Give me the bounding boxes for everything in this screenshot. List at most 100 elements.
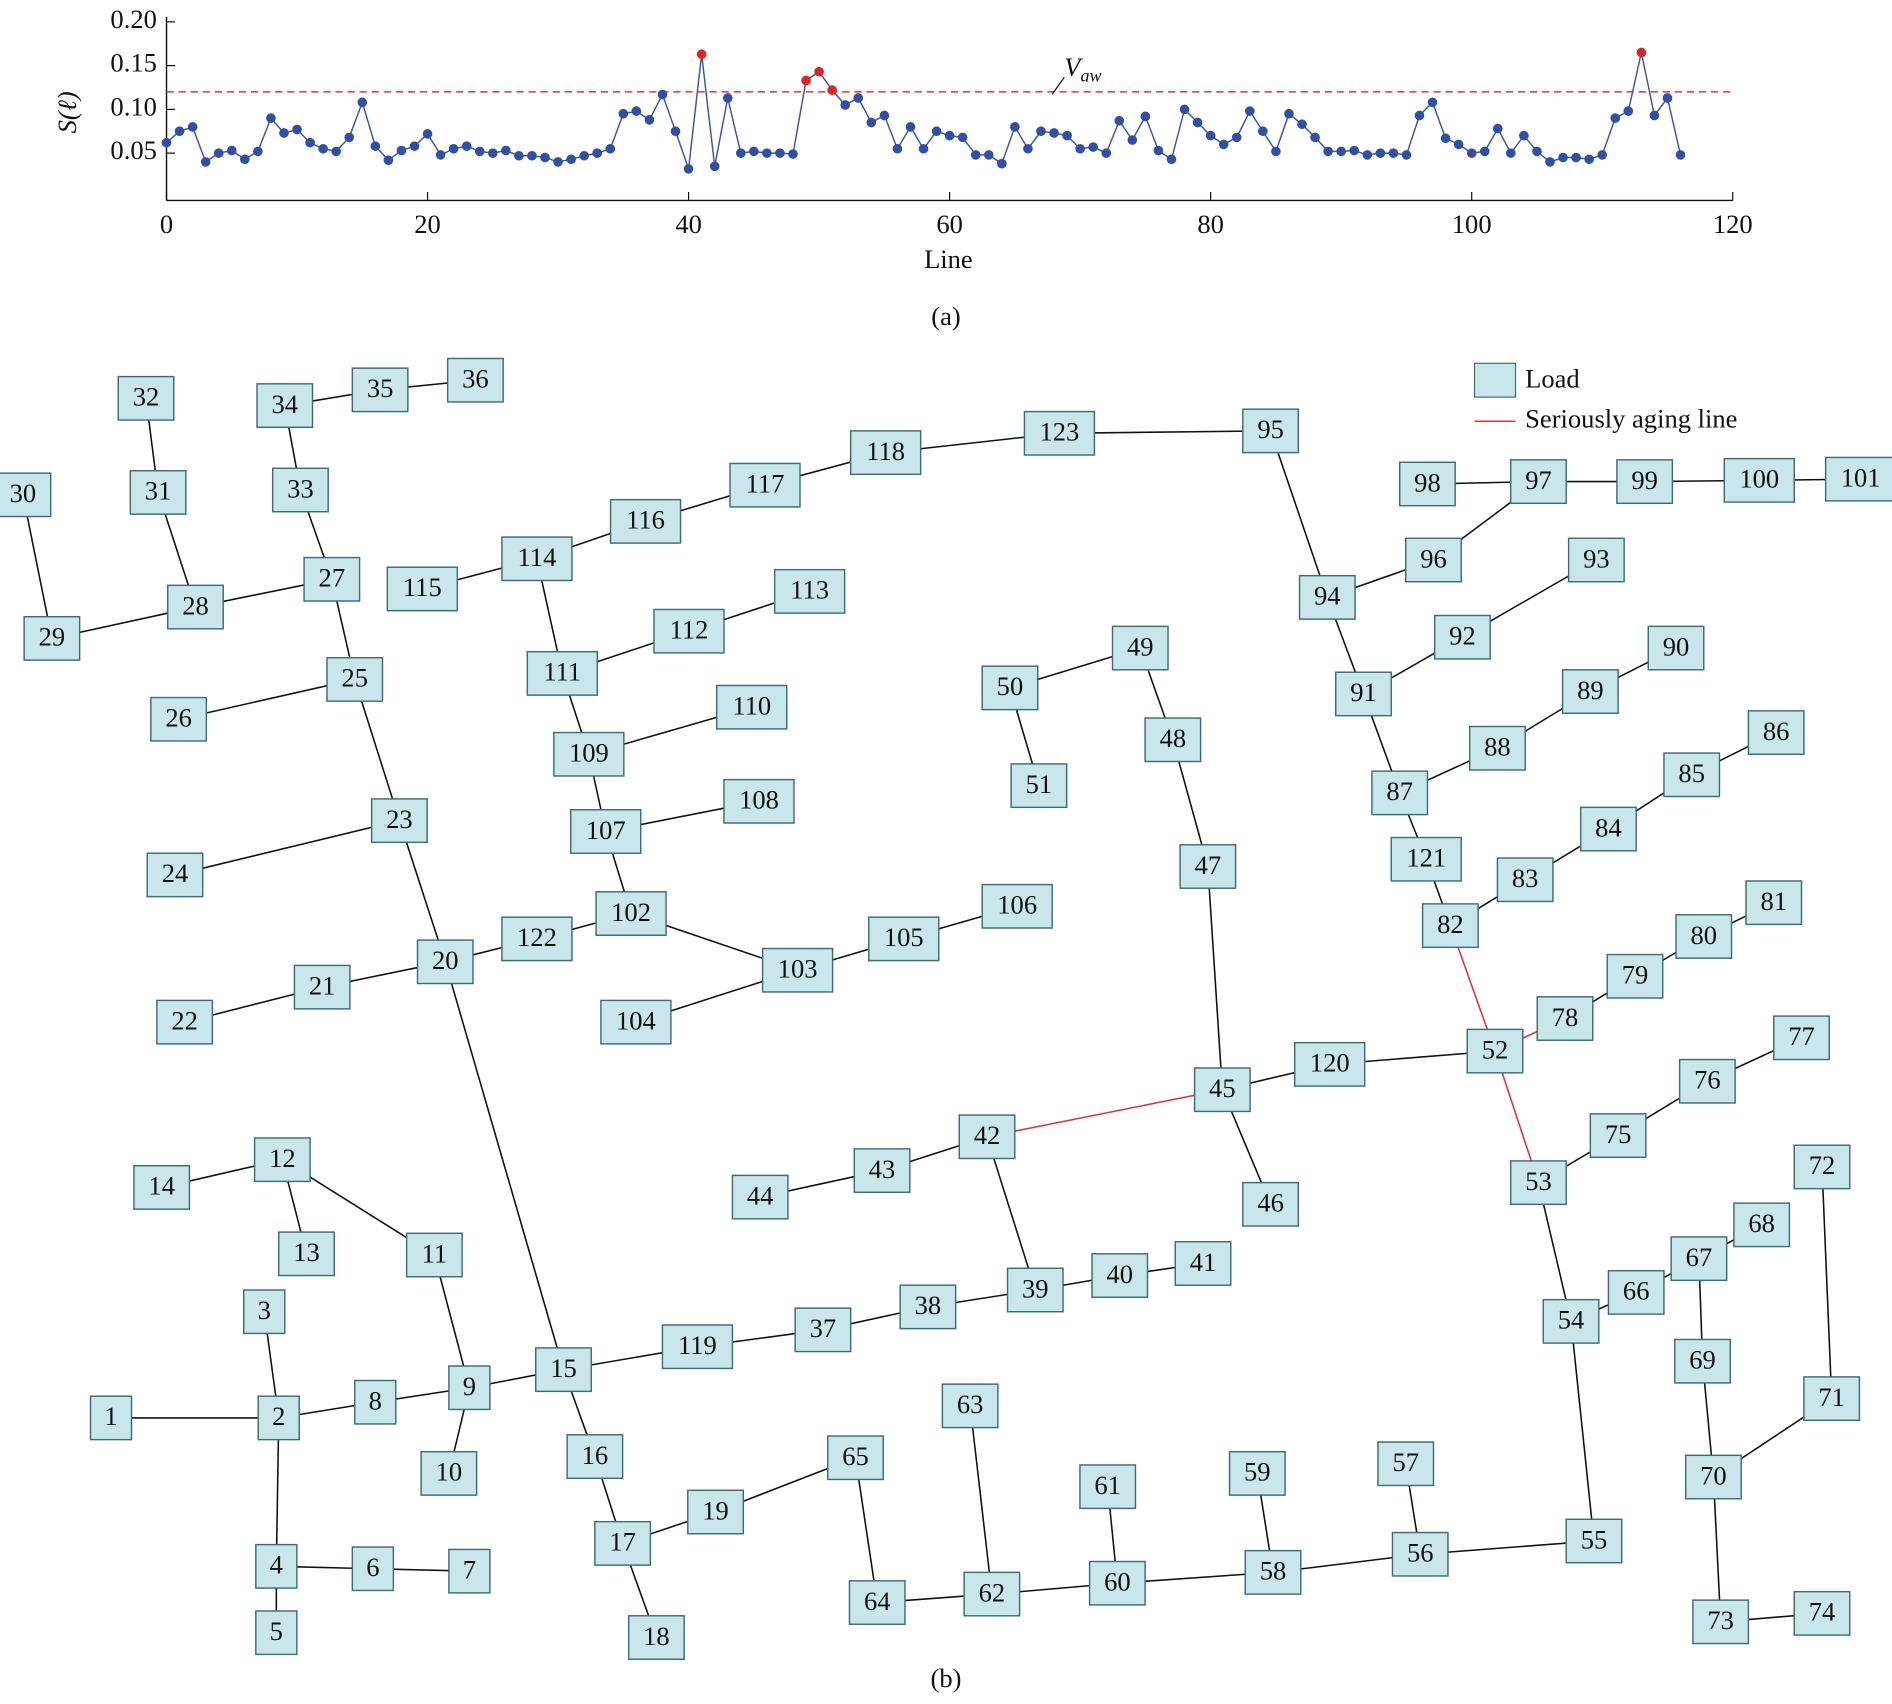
edge xyxy=(1537,1182,1572,1322)
node-label: 93 xyxy=(1583,543,1610,573)
node-box xyxy=(1377,1441,1435,1487)
data-point xyxy=(1062,130,1072,141)
node-label: 48 xyxy=(1160,723,1187,753)
data-point xyxy=(983,150,994,160)
node: 10 xyxy=(420,1450,478,1496)
node: 50 xyxy=(981,665,1039,711)
node: 81 xyxy=(1745,880,1803,926)
node-label: 35 xyxy=(367,373,394,403)
node-box xyxy=(1298,574,1356,620)
node: 39 xyxy=(1006,1267,1064,1313)
node-box xyxy=(1747,710,1805,755)
node-box xyxy=(1006,1267,1064,1313)
node-box xyxy=(1647,625,1705,671)
node-box xyxy=(405,1232,463,1278)
node-box xyxy=(535,1347,592,1393)
node-box xyxy=(1293,1041,1366,1087)
node-box xyxy=(1793,1590,1851,1636)
node-box xyxy=(166,584,224,630)
threshold-label-main: V xyxy=(1064,52,1083,82)
node-box xyxy=(1565,1518,1623,1564)
node-box xyxy=(0,472,52,518)
node: 45 xyxy=(1193,1067,1251,1113)
node-label: 41 xyxy=(1190,1247,1217,1277)
node: 71 xyxy=(1803,1376,1861,1422)
node-box xyxy=(1692,1599,1750,1645)
x-tick-label: 40 xyxy=(675,209,702,239)
data-point xyxy=(396,145,407,156)
node-box xyxy=(1542,1298,1600,1344)
node-label: 90 xyxy=(1663,631,1690,661)
data-point xyxy=(1297,119,1307,130)
node: 24 xyxy=(146,852,204,898)
node: 76 xyxy=(1678,1058,1736,1104)
node-box xyxy=(653,608,725,654)
node: 15 xyxy=(535,1347,592,1393)
node-label: 34 xyxy=(271,389,298,419)
node-box xyxy=(827,1435,884,1481)
data-point xyxy=(1662,93,1673,103)
node: 18 xyxy=(627,1615,685,1660)
node-box xyxy=(1773,1015,1830,1061)
node-box xyxy=(255,1543,298,1589)
node-label: 59 xyxy=(1244,1457,1271,1487)
edge xyxy=(354,679,401,821)
node: 67 xyxy=(1670,1236,1728,1282)
node: 98 xyxy=(1398,461,1456,507)
node-label: 76 xyxy=(1694,1065,1721,1095)
node-box xyxy=(501,536,573,582)
node-label: 94 xyxy=(1314,581,1341,611)
node: 38 xyxy=(899,1284,957,1330)
node-label: 27 xyxy=(319,563,346,593)
node: 64 xyxy=(848,1580,906,1625)
node-label: 116 xyxy=(626,505,665,535)
node-box xyxy=(278,1231,335,1277)
node: 8 xyxy=(354,1379,397,1425)
node-box xyxy=(1468,725,1526,771)
data-point xyxy=(762,148,772,158)
node-box xyxy=(761,947,834,993)
node-label: 9 xyxy=(463,1371,476,1401)
node: 109 xyxy=(553,731,625,777)
node: 49 xyxy=(1111,625,1169,671)
node-label: 54 xyxy=(1558,1305,1585,1335)
node-label: 62 xyxy=(979,1577,1006,1607)
node: 17 xyxy=(594,1520,652,1566)
node-label: 87 xyxy=(1386,776,1413,806)
data-point xyxy=(187,122,198,132)
node: 123 xyxy=(1023,410,1096,456)
node-label: 13 xyxy=(293,1237,320,1267)
node: 48 xyxy=(1144,717,1202,763)
legend-load-swatch xyxy=(1473,362,1517,398)
node: 82 xyxy=(1421,903,1479,949)
data-point xyxy=(1597,150,1608,160)
node-box xyxy=(941,1383,999,1429)
node-label: 78 xyxy=(1552,1002,1579,1032)
node-box xyxy=(687,1489,745,1535)
node: 68 xyxy=(1733,1202,1791,1248)
node-box xyxy=(1244,1549,1302,1595)
data-point xyxy=(501,145,511,156)
data-point xyxy=(1649,110,1660,121)
node-label: 30 xyxy=(10,478,37,508)
node-label: 64 xyxy=(864,1586,891,1616)
data-point xyxy=(514,150,524,161)
node: 121 xyxy=(1390,836,1462,882)
node-box xyxy=(253,1137,311,1183)
data-point xyxy=(944,130,955,141)
node-label: 70 xyxy=(1700,1460,1727,1490)
data-point xyxy=(631,106,642,116)
data-point xyxy=(1023,143,1033,154)
node: 19 xyxy=(687,1489,745,1535)
node-box xyxy=(446,357,504,403)
node-label: 81 xyxy=(1760,886,1787,916)
node: 73 xyxy=(1692,1599,1750,1645)
node: 78 xyxy=(1536,996,1594,1041)
data-point xyxy=(1271,146,1281,157)
data-point xyxy=(213,148,224,158)
data-point xyxy=(1140,111,1151,122)
node: 102 xyxy=(595,891,667,936)
node: 69 xyxy=(1674,1338,1732,1384)
data-point xyxy=(279,128,289,138)
annotation-leader xyxy=(1051,77,1065,95)
